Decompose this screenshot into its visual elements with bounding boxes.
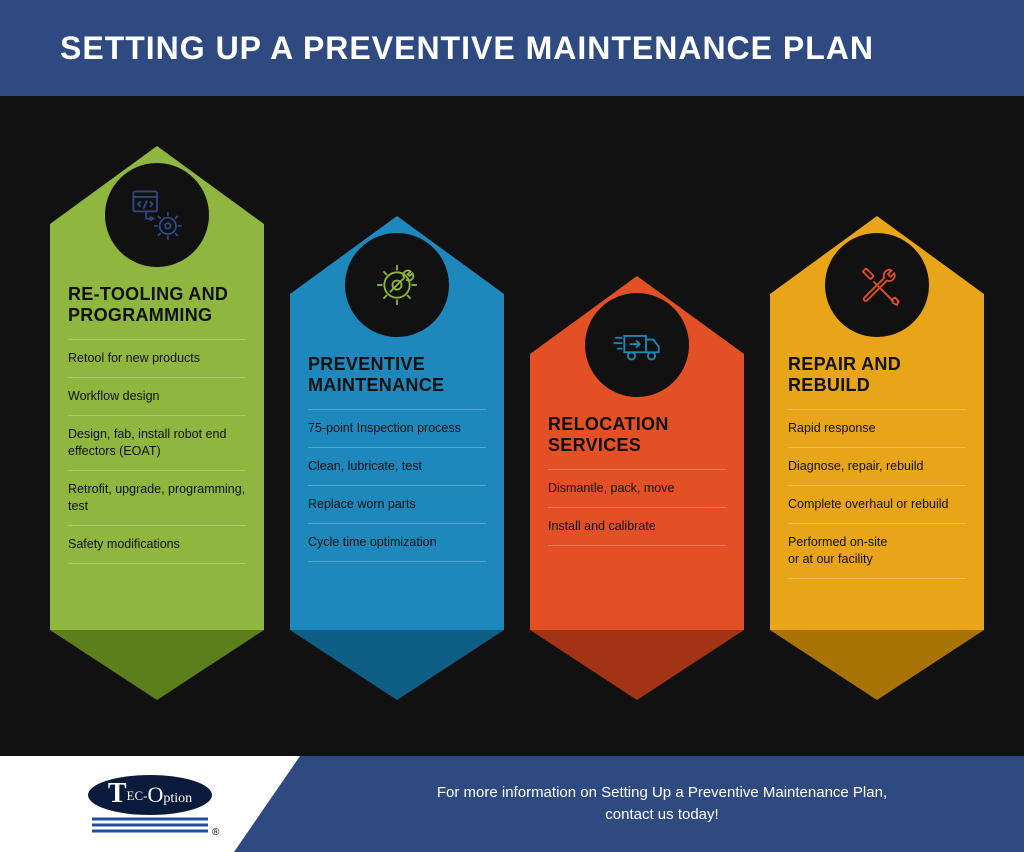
pillar-base xyxy=(530,630,744,700)
pillar-base xyxy=(290,630,504,700)
pillar-title: RE-TOOLING AND PROGRAMMING xyxy=(68,284,246,325)
pillar-item: Cycle time optimization xyxy=(308,523,486,562)
pillar-item: Retrofit, upgrade, programming, test xyxy=(68,470,246,525)
pillar-item: Rapid response xyxy=(788,409,966,447)
pillar-items: Retool for new products Workflow design … xyxy=(68,339,246,563)
pillar-item: Performed on-site or at our facility xyxy=(788,523,966,579)
footer-cta: For more information on Setting Up a Pre… xyxy=(300,756,1024,852)
pillar-item: Complete overhaul or rebuild xyxy=(788,485,966,523)
pillar-preventive: PREVENTIVE MAINTENANCE 75-point Inspecti… xyxy=(290,216,504,700)
pillar-item: Replace worn parts xyxy=(308,485,486,523)
tec-option-logo-icon: TEC-Option ® xyxy=(70,769,230,839)
pillar-items: Rapid response Diagnose, repair, rebuild… xyxy=(788,409,966,578)
pillar-item: Clean, lubricate, test xyxy=(308,447,486,485)
page-title: SETTING UP A PREVENTIVE MAINTENANCE PLAN xyxy=(60,30,874,67)
pillar-title: PREVENTIVE MAINTENANCE xyxy=(308,354,486,395)
pillar-base xyxy=(770,630,984,700)
pillar-retooling: RE-TOOLING AND PROGRAMMING Retool for ne… xyxy=(50,146,264,700)
pillar-item: Safety modifications xyxy=(68,525,246,564)
pillar-item: Workflow design xyxy=(68,377,246,415)
pillar-relocation: RELOCATION SERVICES Dismantle, pack, mov… xyxy=(530,276,744,700)
header: SETTING UP A PREVENTIVE MAINTENANCE PLAN xyxy=(0,0,1024,96)
pillar-body: RE-TOOLING AND PROGRAMMING Retool for ne… xyxy=(50,224,264,630)
pillar-item: Retool for new products xyxy=(68,339,246,377)
footer-cta-text: For more information on Setting Up a Pre… xyxy=(437,782,887,827)
icon-disc xyxy=(342,230,452,340)
pillar-items: 75-point Inspection process Clean, lubri… xyxy=(308,409,486,562)
pillar-item: Install and calibrate xyxy=(548,507,726,546)
gear-wrench-icon xyxy=(368,256,426,314)
tools-icon xyxy=(848,256,906,314)
icon-disc xyxy=(582,290,692,400)
code-gear-icon xyxy=(128,186,186,244)
infographic-stage: RE-TOOLING AND PROGRAMMING Retool for ne… xyxy=(0,96,1024,756)
pillar-repair: REPAIR AND REBUILD Rapid response Diagno… xyxy=(770,216,984,700)
icon-disc xyxy=(822,230,932,340)
logo: TEC-Option ® xyxy=(0,756,300,852)
pillar-base xyxy=(50,630,264,700)
footer: TEC-Option ® For more information on Set… xyxy=(0,756,1024,852)
pillar-body: RELOCATION SERVICES Dismantle, pack, mov… xyxy=(530,354,744,630)
pillar-title: REPAIR AND REBUILD xyxy=(788,354,966,395)
logo-registered-mark: ® xyxy=(212,827,220,838)
pillar-item: Design, fab, install robot end effectors… xyxy=(68,415,246,470)
pillar-body: PREVENTIVE MAINTENANCE 75-point Inspecti… xyxy=(290,294,504,630)
pillar-item: Diagnose, repair, rebuild xyxy=(788,447,966,485)
pillar-item: Dismantle, pack, move xyxy=(548,469,726,507)
truck-fast-icon xyxy=(608,316,666,374)
pillar-title: RELOCATION SERVICES xyxy=(548,414,726,455)
pillar-item: 75-point Inspection process xyxy=(308,409,486,447)
icon-disc xyxy=(102,160,212,270)
pillar-items: Dismantle, pack, move Install and calibr… xyxy=(548,469,726,546)
pillar-body: REPAIR AND REBUILD Rapid response Diagno… xyxy=(770,294,984,630)
